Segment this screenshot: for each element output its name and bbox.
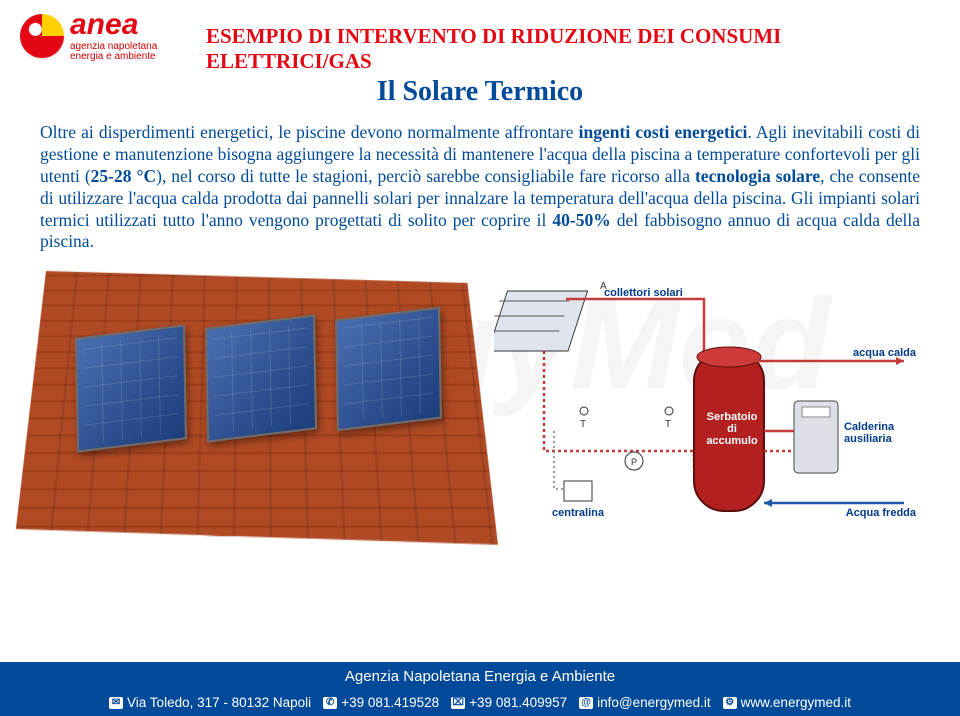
solar-thermal-schematic: A T T P collettori solari acqua calda ce… xyxy=(494,271,914,551)
footer-address: Via Toledo, 317 - 80132 Napoli xyxy=(127,695,311,710)
body-bold-3: tecnologia solare xyxy=(695,166,820,186)
page-subtitle: Il Solare Termico xyxy=(36,76,924,108)
label-serbatoio: Serbatoio di accumulo xyxy=(702,411,762,447)
svg-text:T: T xyxy=(665,419,671,430)
body-bold-2: 25-28 °C xyxy=(91,166,156,186)
label-calderina: Calderina ausiliaria xyxy=(844,421,904,445)
label-acqua-calda: acqua calda xyxy=(853,347,916,359)
roof-panels-illustration xyxy=(46,271,466,531)
body-text-3: ), nel corso di tutte le stagioni, perci… xyxy=(156,166,695,186)
footer-agency: Agenzia Napoletana Energia e Ambiente xyxy=(0,662,960,691)
logo: anea agenzia napoletana energia e ambien… xyxy=(20,10,157,62)
solar-panel-icon xyxy=(335,307,442,432)
logo-sub2: energia e ambiente xyxy=(70,52,157,62)
body-bold-4: 40-50% xyxy=(552,210,610,230)
body-bold-1: ingenti costi energetici xyxy=(579,122,748,142)
footer-phone: +39 081.419528 xyxy=(341,695,439,710)
svg-text:P: P xyxy=(631,457,637,467)
label-collettori: collettori solari xyxy=(604,287,683,299)
footer-web: www.energymed.it xyxy=(741,695,851,710)
label-acqua-fredda: Acqua fredda xyxy=(846,507,916,519)
footer: Agenzia Napoletana Energia e Ambiente ✉ V… xyxy=(0,662,960,716)
letter-icon: ✉ xyxy=(109,697,123,709)
logo-name: anea xyxy=(70,10,157,40)
body-text-1: Oltre ai disperdimenti energetici, le pi… xyxy=(40,122,579,142)
svg-text:T: T xyxy=(580,419,586,430)
solar-panel-icon xyxy=(205,315,317,443)
figures-row: A T T P collettori solari acqua calda ce… xyxy=(36,271,924,551)
label-centralina: centralina xyxy=(552,507,604,519)
fax-icon: ⌧ xyxy=(451,697,465,709)
page-title: ESEMPIO DI INTERVENTO DI RIDUZIONE DEI C… xyxy=(206,24,924,74)
globe-icon: ⚙ xyxy=(723,697,737,709)
solar-panel-icon xyxy=(75,325,187,453)
mail-icon: @ xyxy=(579,697,593,709)
footer-contact-bar: ✉ Via Toledo, 317 - 80132 Napoli ✆ +39 081… xyxy=(0,691,960,716)
slide-content: ESEMPIO DI INTERVENTO DI RIDUZIONE DEI C… xyxy=(0,0,960,716)
logo-swirl-icon xyxy=(20,14,64,58)
phone-icon: ✆ xyxy=(323,697,337,709)
footer-fax: +39 081.409957 xyxy=(469,695,567,710)
footer-email: info@energymed.it xyxy=(597,695,711,710)
body-paragraph: Oltre ai disperdimenti energetici, le pi… xyxy=(36,122,924,253)
